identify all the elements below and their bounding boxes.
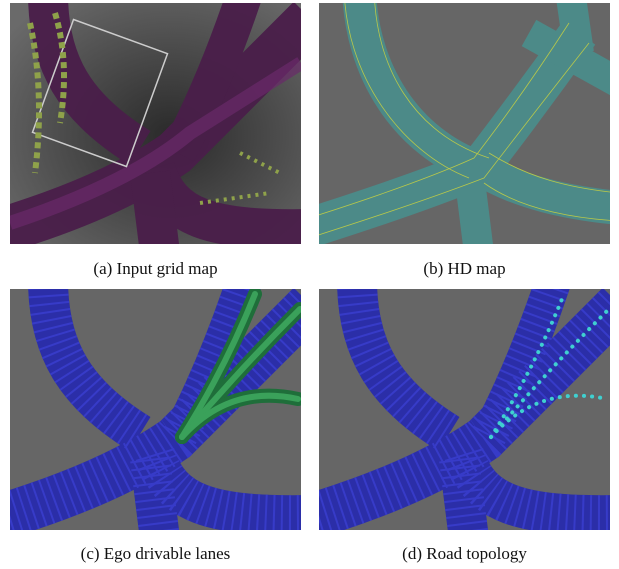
caption: (d) Road topology xyxy=(402,544,527,563)
figure: (a) Input grid map (b) HD map (c) Ego dr… xyxy=(0,0,619,569)
panel-d-image xyxy=(309,279,619,539)
panel-a-image xyxy=(0,0,310,253)
caption: (a) Input grid map xyxy=(93,259,217,278)
panel-b-image xyxy=(309,0,619,253)
panel-c-image xyxy=(0,279,310,539)
caption: (c) Ego drivable lanes xyxy=(81,544,231,563)
caption: (b) HD map xyxy=(423,259,505,278)
